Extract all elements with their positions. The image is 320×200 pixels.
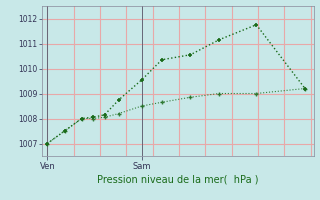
- X-axis label: Pression niveau de la mer(  hPa ): Pression niveau de la mer( hPa ): [97, 175, 258, 185]
